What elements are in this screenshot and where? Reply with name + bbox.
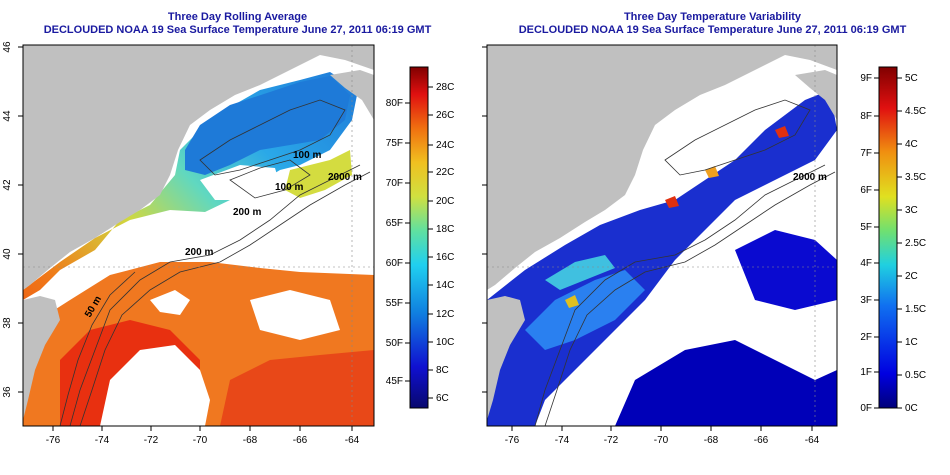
right-cbar-f-5: 5F bbox=[860, 222, 872, 233]
right-lon-tick-1: -76 bbox=[505, 435, 520, 446]
right-cbar-c-1: 5C bbox=[905, 73, 918, 84]
left-cbar-f-4: 65F bbox=[386, 218, 403, 229]
left-cbar-f-3: 70F bbox=[386, 178, 403, 189]
right-land bbox=[487, 45, 837, 290]
right-variability-field bbox=[487, 90, 837, 426]
right-variability-map: 2000 m -76 -74 -72 -70 -68 -66 -64 bbox=[482, 44, 926, 446]
right-cbar-f-6: 4F bbox=[860, 258, 872, 269]
left-sst-map: 100 m 2000 m 100 m 200 m 200 m 50 m -76 … bbox=[2, 41, 454, 446]
right-cbar-c-8: 1.5C bbox=[905, 304, 926, 315]
right-lon-tick-6: -66 bbox=[754, 435, 769, 446]
left-cbar-c-4: 22C bbox=[436, 167, 454, 178]
right-contours bbox=[534, 99, 836, 426]
right-cbar-c-2: 4.5C bbox=[905, 106, 926, 117]
left-lat-tick-1: 46 bbox=[2, 41, 13, 53]
left-contour-label-1: 100 m bbox=[293, 150, 321, 161]
left-lon-tick-1: -76 bbox=[46, 435, 61, 446]
right-cbar-f-10: 0F bbox=[860, 403, 872, 414]
right-lon-tick-4: -70 bbox=[654, 435, 669, 446]
right-cbar-c-11: 0C bbox=[905, 403, 918, 414]
left-cbar-c-8: 14C bbox=[436, 280, 454, 291]
right-cbar-f-2: 8F bbox=[860, 111, 872, 122]
left-lon-tick-6: -66 bbox=[293, 435, 308, 446]
left-contour-label-5: 200 m bbox=[185, 247, 213, 258]
right-title: Three Day Temperature Variability bbox=[623, 11, 802, 23]
left-contour-label-4: 200 m bbox=[233, 207, 261, 218]
right-cbar-c-6: 2.5C bbox=[905, 238, 926, 249]
left-cbar-c-12: 6C bbox=[436, 393, 449, 404]
left-contour-label-2: 2000 m bbox=[328, 172, 362, 183]
left-lat-tick-5: 38 bbox=[2, 317, 13, 329]
left-cbar-f-2: 75F bbox=[386, 138, 403, 149]
right-panel: Three Day Temperature Variability DECLOU… bbox=[475, 0, 950, 475]
left-lon-tick-2: -74 bbox=[95, 435, 110, 446]
left-colorbar bbox=[409, 66, 429, 409]
left-cbar-f-8: 45F bbox=[386, 376, 403, 387]
left-cbar-c-3: 24C bbox=[436, 140, 454, 151]
right-cbar-f-3: 7F bbox=[860, 148, 872, 159]
left-lat-tick-6: 36 bbox=[2, 386, 13, 398]
right-lon-tick-7: -64 bbox=[805, 435, 820, 446]
right-cbar-c-3: 4C bbox=[905, 139, 918, 150]
right-lon-tick-2: -74 bbox=[555, 435, 570, 446]
left-lat-tick-4: 40 bbox=[2, 248, 13, 260]
right-cbar-f-9: 1F bbox=[860, 367, 872, 378]
left-cbar-c-6: 18C bbox=[436, 224, 454, 235]
left-cbar-c-2: 26C bbox=[436, 110, 454, 121]
right-colorbar bbox=[878, 66, 898, 409]
left-land bbox=[23, 45, 374, 290]
right-subtitle: DECLOUDED NOAA 19 Sea Surface Temperatur… bbox=[518, 24, 907, 36]
left-cbar-c-1: 28C bbox=[436, 82, 454, 93]
right-lon-tick-5: -68 bbox=[704, 435, 719, 446]
right-cbar-f-4: 6F bbox=[860, 185, 872, 196]
right-cbar-c-7: 2C bbox=[905, 271, 918, 282]
left-panel: Three Day Rolling Average DECLOUDED NOAA… bbox=[2, 11, 454, 446]
left-lon-tick-5: -68 bbox=[243, 435, 258, 446]
left-lon-tick-3: -72 bbox=[144, 435, 159, 446]
left-cbar-c-10: 10C bbox=[436, 337, 454, 348]
left-cbar-f-5: 60F bbox=[386, 258, 403, 269]
right-cbar-f-8: 2F bbox=[860, 332, 872, 343]
left-lat-tick-3: 42 bbox=[2, 179, 13, 191]
right-cbar-f-7: 3F bbox=[860, 295, 872, 306]
right-cbar-c-10: 0.5C bbox=[905, 370, 926, 381]
right-cbar-c-9: 1C bbox=[905, 337, 918, 348]
left-title: Three Day Rolling Average bbox=[167, 11, 308, 23]
left-cbar-c-7: 16C bbox=[436, 252, 454, 263]
right-contour-label-1: 2000 m bbox=[793, 172, 827, 183]
right-cbar-c-5: 3C bbox=[905, 205, 918, 216]
left-cbar-c-5: 20C bbox=[436, 196, 454, 207]
left-cbar-c-11: 8C bbox=[436, 365, 449, 376]
left-lon-tick-4: -70 bbox=[193, 435, 208, 446]
left-cbar-f-7: 50F bbox=[386, 338, 403, 349]
left-lon-tick-7: -64 bbox=[345, 435, 360, 446]
left-sst-field bbox=[23, 72, 358, 426]
left-cbar-f-1: 80F bbox=[386, 98, 403, 109]
left-contour-label-3: 100 m bbox=[275, 182, 303, 193]
right-cbar-c-4: 3.5C bbox=[905, 172, 926, 183]
left-cbar-f-6: 55F bbox=[386, 298, 403, 309]
left-subtitle: DECLOUDED NOAA 19 Sea Surface Temperatur… bbox=[43, 24, 432, 36]
right-cbar-f-1: 9F bbox=[860, 73, 872, 84]
left-cbar-c-9: 12C bbox=[436, 309, 454, 320]
right-lon-tick-3: -72 bbox=[604, 435, 619, 446]
left-lat-tick-2: 44 bbox=[2, 110, 13, 122]
